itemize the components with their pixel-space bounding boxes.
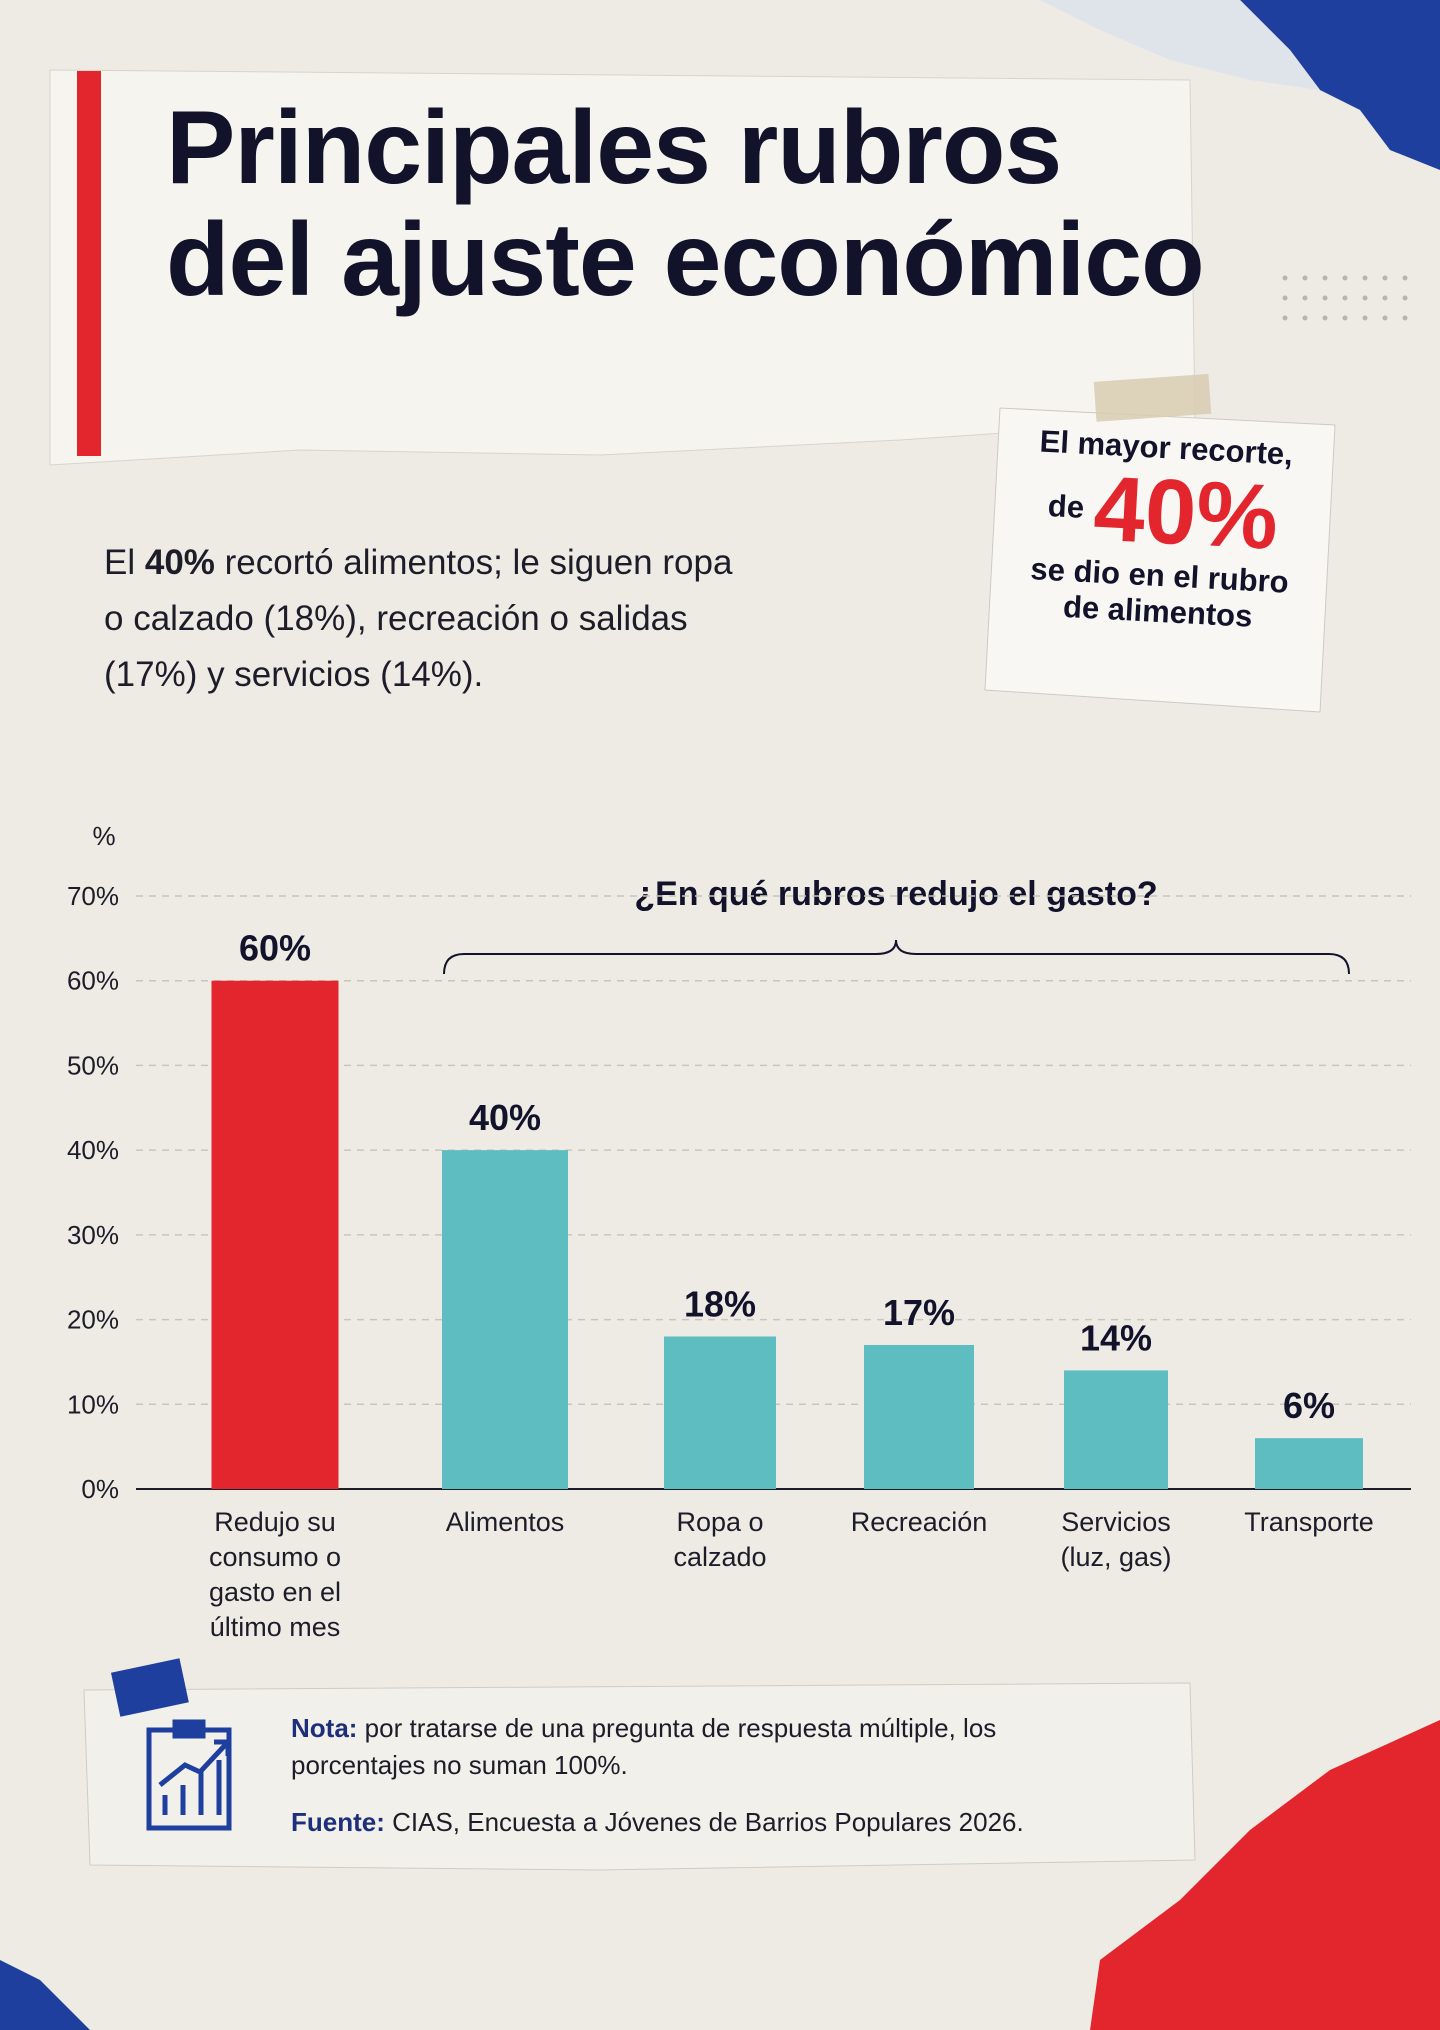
subtitle: El 40% recortó alimentos; le siguen ropa… xyxy=(104,535,744,703)
source-text: CIAS, Encuesta a Jóvenes de Barrios Popu… xyxy=(392,1807,1024,1837)
x-tick-label: Recreación xyxy=(850,1507,988,1537)
value-label: 40% xyxy=(469,1097,541,1138)
value-label: 6% xyxy=(1283,1385,1335,1426)
callout: El mayor recorte, de 40% se dio en el ru… xyxy=(987,421,1337,639)
bar xyxy=(211,980,339,1489)
x-tick-label: Redujo su consumo o gasto en el último m… xyxy=(208,1507,342,1642)
decor-blue-corner xyxy=(1240,0,1440,170)
bar xyxy=(1064,1370,1168,1489)
value-label: 17% xyxy=(883,1292,955,1333)
y-tick-label: 40% xyxy=(67,1135,119,1165)
value-label: 60% xyxy=(239,928,311,969)
tape-blue xyxy=(110,1658,189,1717)
note-paper xyxy=(83,1682,1196,1871)
y-tick-label: 10% xyxy=(67,1389,119,1419)
decor-grid-paper xyxy=(1040,0,1320,90)
bar xyxy=(1255,1438,1363,1489)
bracket xyxy=(443,939,1350,975)
title-accent xyxy=(77,71,101,456)
note-text: por tratarse de una pregunta de respuest… xyxy=(291,1713,997,1780)
value-label: 14% xyxy=(1080,1317,1152,1358)
source-paragraph: Fuente: CIAS, Encuesta a Jóvenes de Barr… xyxy=(291,1804,1061,1841)
note-label: Nota: xyxy=(291,1713,358,1743)
subtitle-text: El xyxy=(104,543,145,582)
annotation: ¿En qué rubros redujo el gasto? xyxy=(634,875,1157,913)
y-tick-label: 50% xyxy=(67,1050,119,1080)
y-tick-label: 20% xyxy=(67,1305,119,1335)
bar xyxy=(864,1344,974,1489)
callout-row: de 40% xyxy=(991,457,1335,569)
x-tick-label: Alimentos xyxy=(445,1507,565,1537)
callout-number: 40% xyxy=(1091,457,1281,569)
y-tick-label: 0% xyxy=(81,1474,119,1504)
note-paragraph: Nota: por tratarse de una pregunta de re… xyxy=(291,1710,1061,1784)
decor-red-corner xyxy=(1090,1720,1440,2030)
decor-blue-bottom xyxy=(0,1960,90,2030)
tape xyxy=(1093,373,1212,422)
title: Principales rubros del ajuste económico xyxy=(166,90,1205,318)
bar xyxy=(664,1336,776,1489)
callout-paper xyxy=(984,407,1336,713)
source-label: Fuente: xyxy=(291,1807,385,1837)
title-paper xyxy=(49,69,1196,466)
subtitle-highlight: 40% xyxy=(144,543,215,582)
subtitle-text: recortó alimentos; le siguen ropa o calz… xyxy=(104,543,733,694)
note-icon xyxy=(146,1719,232,1831)
y-tick-label: 60% xyxy=(67,966,119,996)
y-tick-label: 30% xyxy=(67,1220,119,1250)
note: Nota: por tratarse de una pregunta de re… xyxy=(291,1710,1061,1861)
x-tick-label: Transporte xyxy=(1244,1507,1374,1537)
y-axis-label: % xyxy=(92,821,115,851)
value-label: 18% xyxy=(684,1284,756,1325)
x-tick-label: Ropa o calzado xyxy=(673,1507,767,1572)
decor-dots xyxy=(1282,275,1408,321)
x-tick-label: Servicios (luz, gas) xyxy=(1060,1507,1172,1572)
y-tick-label: 70% xyxy=(67,881,119,911)
bar xyxy=(442,1150,568,1489)
callout-line: de xyxy=(1047,488,1086,525)
